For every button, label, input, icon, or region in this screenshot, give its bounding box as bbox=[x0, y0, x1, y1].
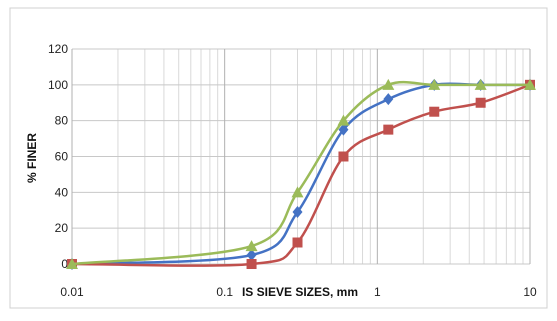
x-axis-title: IS SIEVE SIZES, mm bbox=[242, 285, 358, 299]
y-tick-label: 120 bbox=[48, 42, 68, 56]
y-tick-label: 100 bbox=[48, 78, 68, 92]
data-point-triangle bbox=[474, 78, 487, 90]
data-point-square bbox=[429, 106, 440, 117]
series-3 bbox=[66, 78, 536, 269]
y-tick-labels: 0 20 40 60 80 100 120 bbox=[48, 42, 68, 271]
data-point-square bbox=[292, 237, 303, 248]
x-tick-label: 0.1 bbox=[216, 285, 233, 299]
data-point-triangle bbox=[66, 258, 78, 269]
x-tick-label: 1 bbox=[374, 285, 381, 299]
data-point-square bbox=[338, 151, 349, 162]
data-point-square bbox=[383, 124, 394, 135]
data-point-diamond bbox=[246, 249, 257, 262]
x-tick-labels: 0.01 0.1 1 10 bbox=[60, 285, 537, 299]
y-tick-label: 80 bbox=[55, 114, 69, 128]
data-point-triangle bbox=[428, 78, 441, 90]
data-point-triangle bbox=[524, 78, 536, 90]
data-point-triangle bbox=[337, 114, 350, 126]
grid bbox=[71, 48, 531, 265]
y-axis-title: % FINER bbox=[25, 133, 39, 183]
y-tick-label: 60 bbox=[55, 150, 69, 164]
data-point-triangle bbox=[245, 240, 258, 252]
data-point-square bbox=[475, 97, 486, 108]
x-tick-label: 0.01 bbox=[60, 285, 84, 299]
y-tick-label: 20 bbox=[55, 221, 69, 235]
data-point-diamond bbox=[292, 206, 303, 219]
data-point-diamond bbox=[338, 123, 349, 136]
data-point-triangle bbox=[382, 78, 395, 90]
chart-frame bbox=[9, 7, 548, 309]
y-tick-label: 40 bbox=[55, 185, 69, 199]
data-point-triangle bbox=[291, 186, 304, 198]
data-point-square bbox=[246, 259, 257, 269]
y-tick-label: 0 bbox=[61, 257, 68, 271]
data-point-diamond bbox=[383, 93, 394, 106]
x-tick-label: 10 bbox=[523, 285, 537, 299]
series-layer bbox=[66, 78, 536, 270]
